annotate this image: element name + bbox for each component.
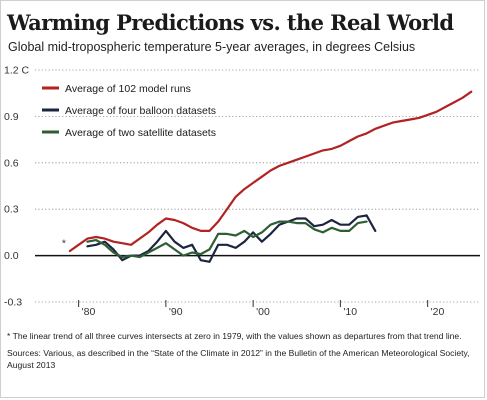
x-tick-label: '00	[256, 306, 270, 318]
y-tick-label: 0.0	[4, 250, 19, 262]
y-tick-label: 0.6	[4, 157, 19, 169]
series-line-2	[86, 220, 368, 259]
legend-label-0: Average of 102 model runs	[65, 83, 191, 95]
x-tick-label: '10	[343, 306, 357, 318]
x-tick-label: '20	[431, 306, 445, 318]
footnote: * The linear trend of all three curves i…	[7, 331, 462, 341]
chart-subtitle: Global mid-tropospheric temperature 5-ye…	[8, 40, 416, 54]
series-line-0	[68, 90, 473, 253]
sources-note: Sources: Various, as described in the “S…	[7, 348, 470, 370]
x-tick-label: '90	[169, 306, 183, 318]
y-tick-label: -0.3	[4, 297, 22, 309]
legend-label-2: Average of two satellite datasets	[65, 127, 216, 139]
y-tick-label: 0.3	[4, 204, 19, 216]
y-tick-label: 0.9	[4, 111, 19, 123]
trend-origin-asterisk: *	[62, 237, 66, 249]
legend-label-1: Average of four balloon datasets	[65, 105, 216, 117]
x-tick-label: '80	[82, 306, 96, 318]
chart-title: Warming Predictions vs. the Real World	[7, 10, 454, 35]
y-tick-label: 1.2 C	[4, 65, 30, 77]
